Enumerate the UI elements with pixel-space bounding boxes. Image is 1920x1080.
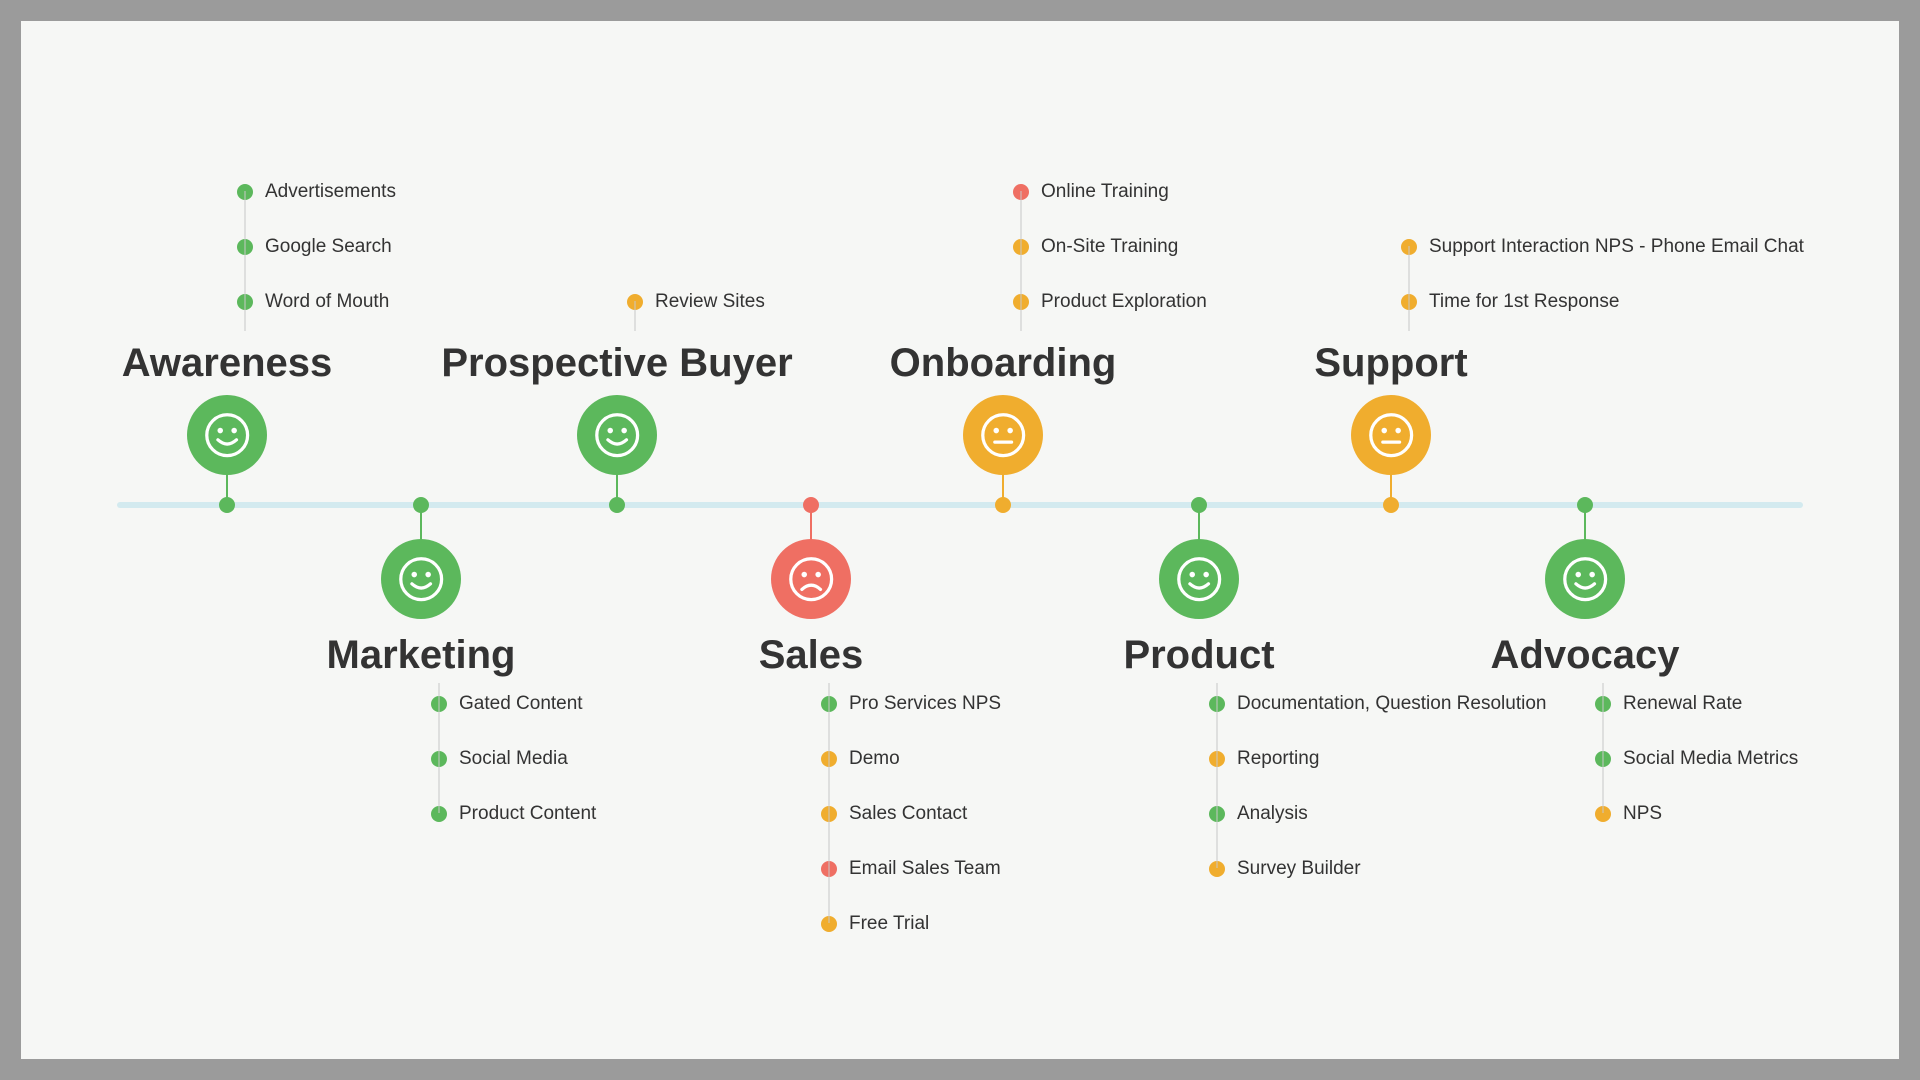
bullet-label: Social Media Metrics [1623, 748, 1798, 770]
bullet-sales-1: Demo [821, 748, 900, 770]
bullet-connector-prospective [635, 301, 636, 331]
bullet-label: Renewal Rate [1623, 693, 1742, 715]
face-prospective [577, 395, 657, 475]
face-advocacy [1545, 539, 1625, 619]
bullet-marketing-0: Gated Content [431, 693, 583, 715]
bullet-label: Gated Content [459, 693, 583, 715]
bullet-marketing-2: Product Content [431, 803, 596, 825]
bullet-connector-onboarding [1021, 191, 1022, 331]
bullet-connector-advocacy [1603, 683, 1604, 813]
bullet-label: Support Interaction NPS - Phone Email Ch… [1429, 236, 1804, 258]
bullet-label: Documentation, Question Resolution [1237, 693, 1546, 715]
bullet-label: Online Training [1041, 181, 1169, 203]
bullet-label: Review Sites [655, 291, 765, 313]
bullet-label: Sales Contact [849, 803, 967, 825]
face-support [1351, 395, 1431, 475]
bullet-label: Time for 1st Response [1429, 291, 1619, 313]
bullet-support-0: Support Interaction NPS - Phone Email Ch… [1401, 236, 1804, 258]
bullet-label: Google Search [265, 236, 392, 258]
bullet-connector-sales [829, 683, 830, 923]
stage-title-awareness: Awareness [122, 341, 333, 386]
bullet-label: Survey Builder [1237, 858, 1361, 880]
bullet-product-3: Survey Builder [1209, 858, 1361, 880]
stage-title-support: Support [1314, 341, 1467, 386]
bullet-awareness-1: Google Search [237, 236, 392, 258]
stage-title-prospective: Prospective Buyer [441, 341, 792, 386]
bullet-sales-3: Email Sales Team [821, 858, 1001, 880]
bullet-connector-awareness [245, 191, 246, 331]
bullet-onboarding-2: Product Exploration [1013, 291, 1207, 313]
bullet-sales-4: Free Trial [821, 913, 929, 935]
bullet-label: Free Trial [849, 913, 929, 935]
bullet-onboarding-0: Online Training [1013, 181, 1169, 203]
bullet-support-1: Time for 1st Response [1401, 291, 1619, 313]
bullet-product-0: Documentation, Question Resolution [1209, 693, 1546, 715]
bullet-advocacy-1: Social Media Metrics [1595, 748, 1798, 770]
face-sales [771, 539, 851, 619]
journey-canvas: Awareness Advertisements Google Search Word… [21, 21, 1899, 1059]
face-awareness [187, 395, 267, 475]
bullet-label: Product Exploration [1041, 291, 1207, 313]
bullet-label: Email Sales Team [849, 858, 1001, 880]
bullet-label: NPS [1623, 803, 1662, 825]
bullet-product-2: Analysis [1209, 803, 1308, 825]
bullet-label: Product Content [459, 803, 596, 825]
bullet-label: Word of Mouth [265, 291, 389, 313]
bullet-advocacy-0: Renewal Rate [1595, 693, 1742, 715]
bullet-onboarding-1: On-Site Training [1013, 236, 1178, 258]
bullet-sales-0: Pro Services NPS [821, 693, 1001, 715]
bullet-label: Demo [849, 748, 900, 770]
bullet-prospective-0: Review Sites [627, 291, 765, 313]
bullet-label: Reporting [1237, 748, 1319, 770]
timeline-line [117, 502, 1803, 508]
bullet-label: Social Media [459, 748, 568, 770]
bullet-product-1: Reporting [1209, 748, 1319, 770]
bullet-connector-product [1217, 683, 1218, 868]
bullet-connector-marketing [439, 683, 440, 813]
stage-title-onboarding: Onboarding [890, 341, 1117, 386]
face-onboarding [963, 395, 1043, 475]
bullet-advocacy-2: NPS [1595, 803, 1662, 825]
bullet-awareness-0: Advertisements [237, 181, 396, 203]
bullet-label: Pro Services NPS [849, 693, 1001, 715]
face-product [1159, 539, 1239, 619]
face-marketing [381, 539, 461, 619]
stage-title-advocacy: Advocacy [1491, 633, 1680, 678]
bullet-awareness-2: Word of Mouth [237, 291, 389, 313]
stage-title-sales: Sales [759, 633, 864, 678]
stage-title-product: Product [1123, 633, 1274, 678]
bullet-sales-2: Sales Contact [821, 803, 967, 825]
stage-title-marketing: Marketing [327, 633, 516, 678]
bullet-label: Advertisements [265, 181, 396, 203]
bullet-connector-support [1409, 246, 1410, 331]
bullet-label: On-Site Training [1041, 236, 1178, 258]
bullet-marketing-1: Social Media [431, 748, 568, 770]
bullet-label: Analysis [1237, 803, 1308, 825]
